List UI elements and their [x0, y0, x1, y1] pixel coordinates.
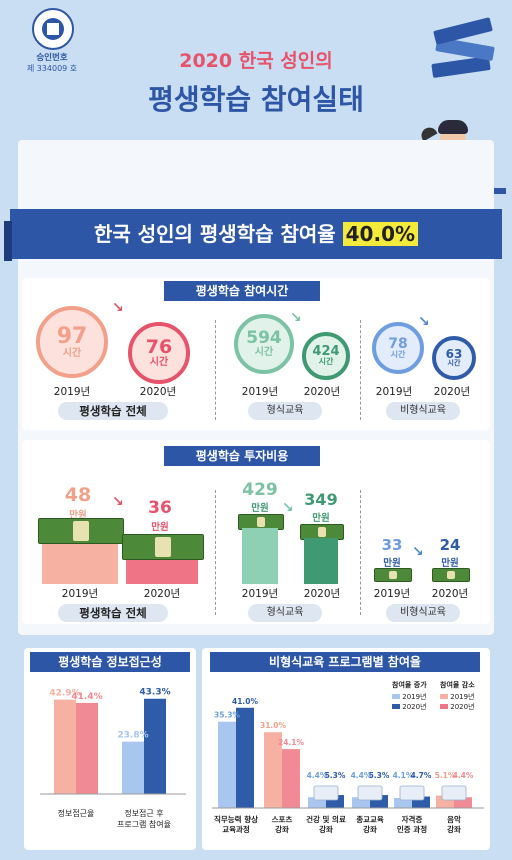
money-stack-icon — [432, 568, 470, 582]
legend-decrease: 참여율 감소 2019년 2020년 — [440, 680, 486, 712]
approval-badge: 승인번호 제 334009 호 — [22, 6, 82, 76]
time-nonformal-y2019: 2019년 — [375, 386, 413, 398]
time-divider-1 — [215, 320, 216, 420]
legend-increase-title: 참여율 증가 — [392, 681, 427, 689]
legend-swatch — [440, 704, 448, 709]
decrease-arrow-icon: ↘ — [290, 310, 302, 326]
cost-nonformal-label: 비형식교육 — [386, 604, 460, 622]
legend-decrease-2020: 2020년 — [450, 703, 475, 711]
badge-line1: 승인번호 — [36, 53, 68, 63]
cost-nonformal-y2019: 2019년 — [373, 588, 411, 600]
cost-formal-bar-2020 — [304, 538, 338, 584]
time-formal-label: 형식교육 — [248, 402, 322, 420]
decrease-arrow-icon: ↘ — [112, 300, 124, 316]
clock-formal-2020: 424 시간 — [302, 332, 350, 380]
decrease-arrow-icon: ↘ — [412, 544, 424, 560]
cost-total-bar-2020 — [126, 556, 198, 584]
cost-formal-v2020: 349 — [304, 490, 338, 509]
legend-swatch — [440, 694, 448, 699]
clock-nonformal-2020: 63 시간 — [432, 336, 476, 380]
cost-nonformal-unit2019: 만원 — [383, 558, 401, 569]
cost-divider-2 — [360, 490, 361, 615]
cost-total-y2020: 2020년 — [143, 588, 181, 600]
program-section-title: 비형식교육 프로그램별 참여율 — [210, 652, 480, 672]
page-title-line1: 2020 한국 성인의 — [179, 50, 333, 72]
cost-formal-label: 형식교육 — [248, 604, 322, 622]
legend-increase-2019: 2019년 — [402, 693, 427, 701]
cost-nonformal-v2019: 33 — [381, 536, 403, 554]
page-title-line2: 평생학습 참여실태 — [148, 83, 364, 116]
cost-formal-y2020: 2020년 — [303, 588, 341, 600]
cost-section-title: 평생학습 투자비용 — [164, 446, 320, 466]
cost-formal-unit2020: 만원 — [312, 513, 330, 524]
time-total-y2019: 2019년 — [53, 386, 91, 398]
legend-decrease-title: 참여율 감소 — [440, 681, 475, 689]
banner-text: 한국 성인의 평생학습 참여율 — [93, 222, 336, 246]
cost-nonformal-unit2020: 만원 — [441, 558, 459, 569]
time-divider-2 — [360, 320, 361, 420]
legend-increase-2020: 2020년 — [402, 703, 427, 711]
time-section-title: 평생학습 참여시간 — [164, 281, 320, 301]
cost-formal-unit2019: 만원 — [251, 503, 269, 514]
cost-total-unit2020: 만원 — [151, 522, 169, 533]
access-section-title: 평생학습 정보접근성 — [30, 652, 190, 672]
decrease-arrow-icon: ↘ — [418, 314, 430, 330]
legend-swatch — [392, 694, 400, 699]
badge-emblem-icon — [32, 8, 74, 50]
time-formal-y2019: 2019년 — [241, 386, 279, 398]
cost-nonformal-y2020: 2020년 — [431, 588, 469, 600]
banner-rate: 40.0% — [342, 222, 419, 246]
cost-total-bar-2019 — [42, 540, 118, 584]
time-nonformal-label: 비형식교육 — [386, 402, 460, 420]
time-nonformal-y2020: 2020년 — [433, 386, 471, 398]
cost-total-v2019: 48 — [64, 484, 92, 506]
time-total-label: 평생학습 전체 — [58, 402, 168, 420]
program-panel — [202, 648, 490, 850]
cost-total-y2019: 2019년 — [61, 588, 99, 600]
badge-line2: 제 334009 호 — [26, 64, 78, 73]
cost-divider-1 — [215, 490, 216, 615]
cost-formal-v2019: 429 — [242, 480, 278, 500]
access-panel — [24, 648, 196, 850]
time-formal-y2020: 2020년 — [303, 386, 341, 398]
decrease-arrow-icon: ↘ — [112, 494, 124, 510]
clock-total-2019: 97 시간 — [36, 306, 108, 378]
money-stack-icon — [374, 568, 412, 582]
cost-formal-bar-2019 — [242, 528, 278, 584]
clock-nonformal-2019: 78 시간 — [372, 322, 424, 374]
legend-swatch — [392, 704, 400, 709]
cost-nonformal-v2020: 24 — [439, 536, 461, 554]
time-total-y2020: 2020년 — [139, 386, 177, 398]
cost-total-unit2019: 만원 — [69, 510, 87, 521]
cost-formal-y2019: 2019년 — [241, 588, 279, 600]
cost-total-v2020: 36 — [148, 498, 172, 518]
money-stack-icon — [38, 518, 124, 544]
money-stack-icon — [122, 534, 204, 560]
cost-total-label: 평생학습 전체 — [58, 604, 168, 622]
participation-banner: 한국 성인의 평생학습 참여율 40.0% — [4, 209, 502, 261]
legend-decrease-2019: 2019년 — [450, 693, 475, 701]
clock-formal-2019: 594 시간 — [234, 314, 294, 374]
decrease-arrow-icon: ↘ — [282, 500, 294, 516]
clock-total-2020: 76 시간 — [128, 322, 190, 384]
legend-increase: 참여율 증가 2019년 2020년 — [392, 680, 436, 712]
